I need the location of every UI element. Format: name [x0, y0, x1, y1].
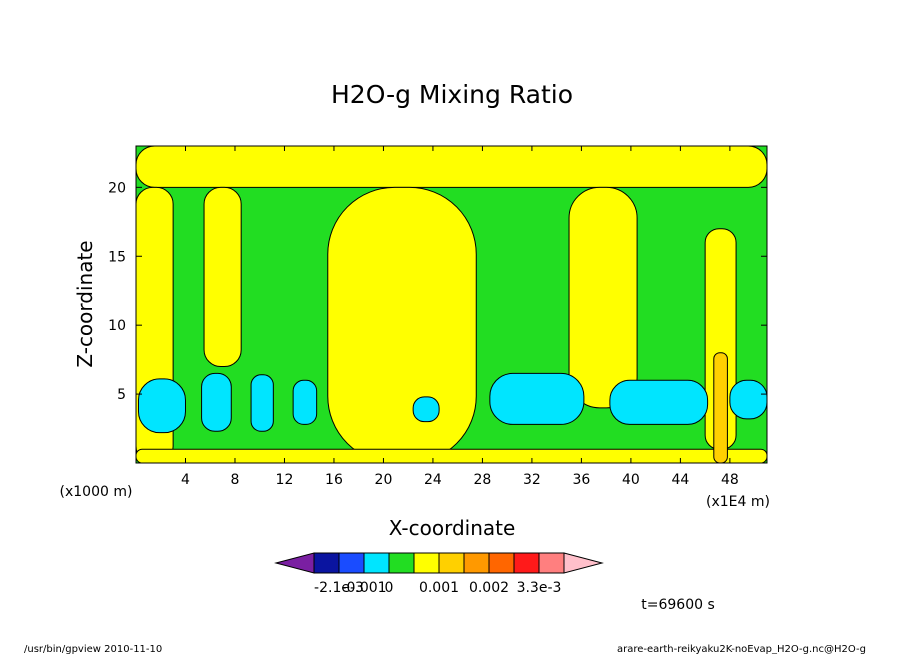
colorbar-swatch-9 — [513, 552, 540, 574]
colorbar-swatch-8 — [488, 552, 515, 574]
x-tick-label-11: 48 — [721, 472, 739, 488]
y-tick-label-2: 15 — [108, 249, 126, 265]
field-region-12 — [489, 372, 585, 425]
y-tick-label-1: 10 — [108, 318, 126, 334]
x-tick-label-9: 40 — [622, 472, 640, 488]
colorbar — [274, 552, 604, 574]
x-tick-label-3: 16 — [325, 472, 343, 488]
footer-right: arare-earth-reikyaku2K-noEvap_H2O-g.nc@H… — [617, 644, 866, 654]
x-tick-label-1: 8 — [231, 472, 240, 488]
colorbar-swatch-5 — [413, 552, 440, 574]
time-label: t=69600 s — [641, 597, 715, 613]
x-tick-label-0: 4 — [181, 472, 190, 488]
y-tick-label-3: 20 — [108, 180, 126, 196]
plot-frame — [135, 145, 768, 464]
colorbar-label-0: -2.1e-3 — [314, 580, 364, 596]
x-tick-label-4: 20 — [375, 472, 393, 488]
field-region-13 — [609, 379, 709, 425]
colorbar-low-arrow — [274, 552, 315, 574]
x-axis-label: X-coordinate — [389, 516, 516, 540]
colorbar-high-arrow — [563, 552, 604, 574]
field-region-9 — [250, 374, 274, 432]
colorbar-swatch-4 — [388, 552, 415, 574]
field-region-14 — [729, 379, 767, 420]
colorbar-label-4: 0.002 — [469, 580, 509, 596]
colorbar-swatch-1 — [313, 552, 340, 574]
field-region-7 — [137, 378, 186, 434]
colorbar-label-5: 3.3e-3 — [517, 580, 562, 596]
colorbar-swatch-10 — [538, 552, 565, 574]
field-region-3 — [327, 186, 477, 463]
x-units-right: (x1E4 m) — [706, 494, 770, 510]
x-tick-label-6: 28 — [474, 472, 492, 488]
colorbar-swatch-2 — [338, 552, 365, 574]
colorbar-swatch-3 — [363, 552, 390, 574]
field-region-11 — [412, 396, 440, 423]
field-region-6 — [136, 448, 767, 463]
colorbar-swatch-7 — [463, 552, 490, 574]
field-region-2 — [203, 186, 242, 368]
x-tick-label-2: 12 — [276, 472, 294, 488]
x-units-left: (x1000 m) — [60, 484, 133, 500]
x-axis: 4 8 12 16 20 24 28 32 36 40 44 48 — [181, 146, 739, 488]
colorbar-swatch-6 — [438, 552, 465, 574]
field-region-15 — [713, 352, 728, 463]
plot-area — [136, 146, 767, 463]
y-tick-label-0: 5 — [117, 387, 126, 403]
field-region-4 — [568, 186, 638, 409]
y-axis-label: Z-coordinate — [73, 240, 97, 367]
field-region-10 — [292, 379, 318, 425]
field-region-0 — [136, 146, 767, 188]
colorbar-label-2: 0 — [385, 580, 394, 596]
y-axis: 5 10 15 20 — [108, 180, 767, 403]
x-tick-label-5: 24 — [424, 472, 442, 488]
x-tick-label-7: 32 — [523, 472, 541, 488]
colorbar-label-3: 0.001 — [419, 580, 459, 596]
x-tick-label-8: 36 — [572, 472, 590, 488]
colorbar-label-1: -0.001 — [341, 580, 386, 596]
x-tick-label-10: 44 — [671, 472, 689, 488]
chart-title: H2O-g Mixing Ratio — [331, 80, 573, 109]
footer-left: /usr/bin/gpview 2010-11-10 — [24, 644, 162, 654]
field-region-8 — [201, 372, 232, 432]
